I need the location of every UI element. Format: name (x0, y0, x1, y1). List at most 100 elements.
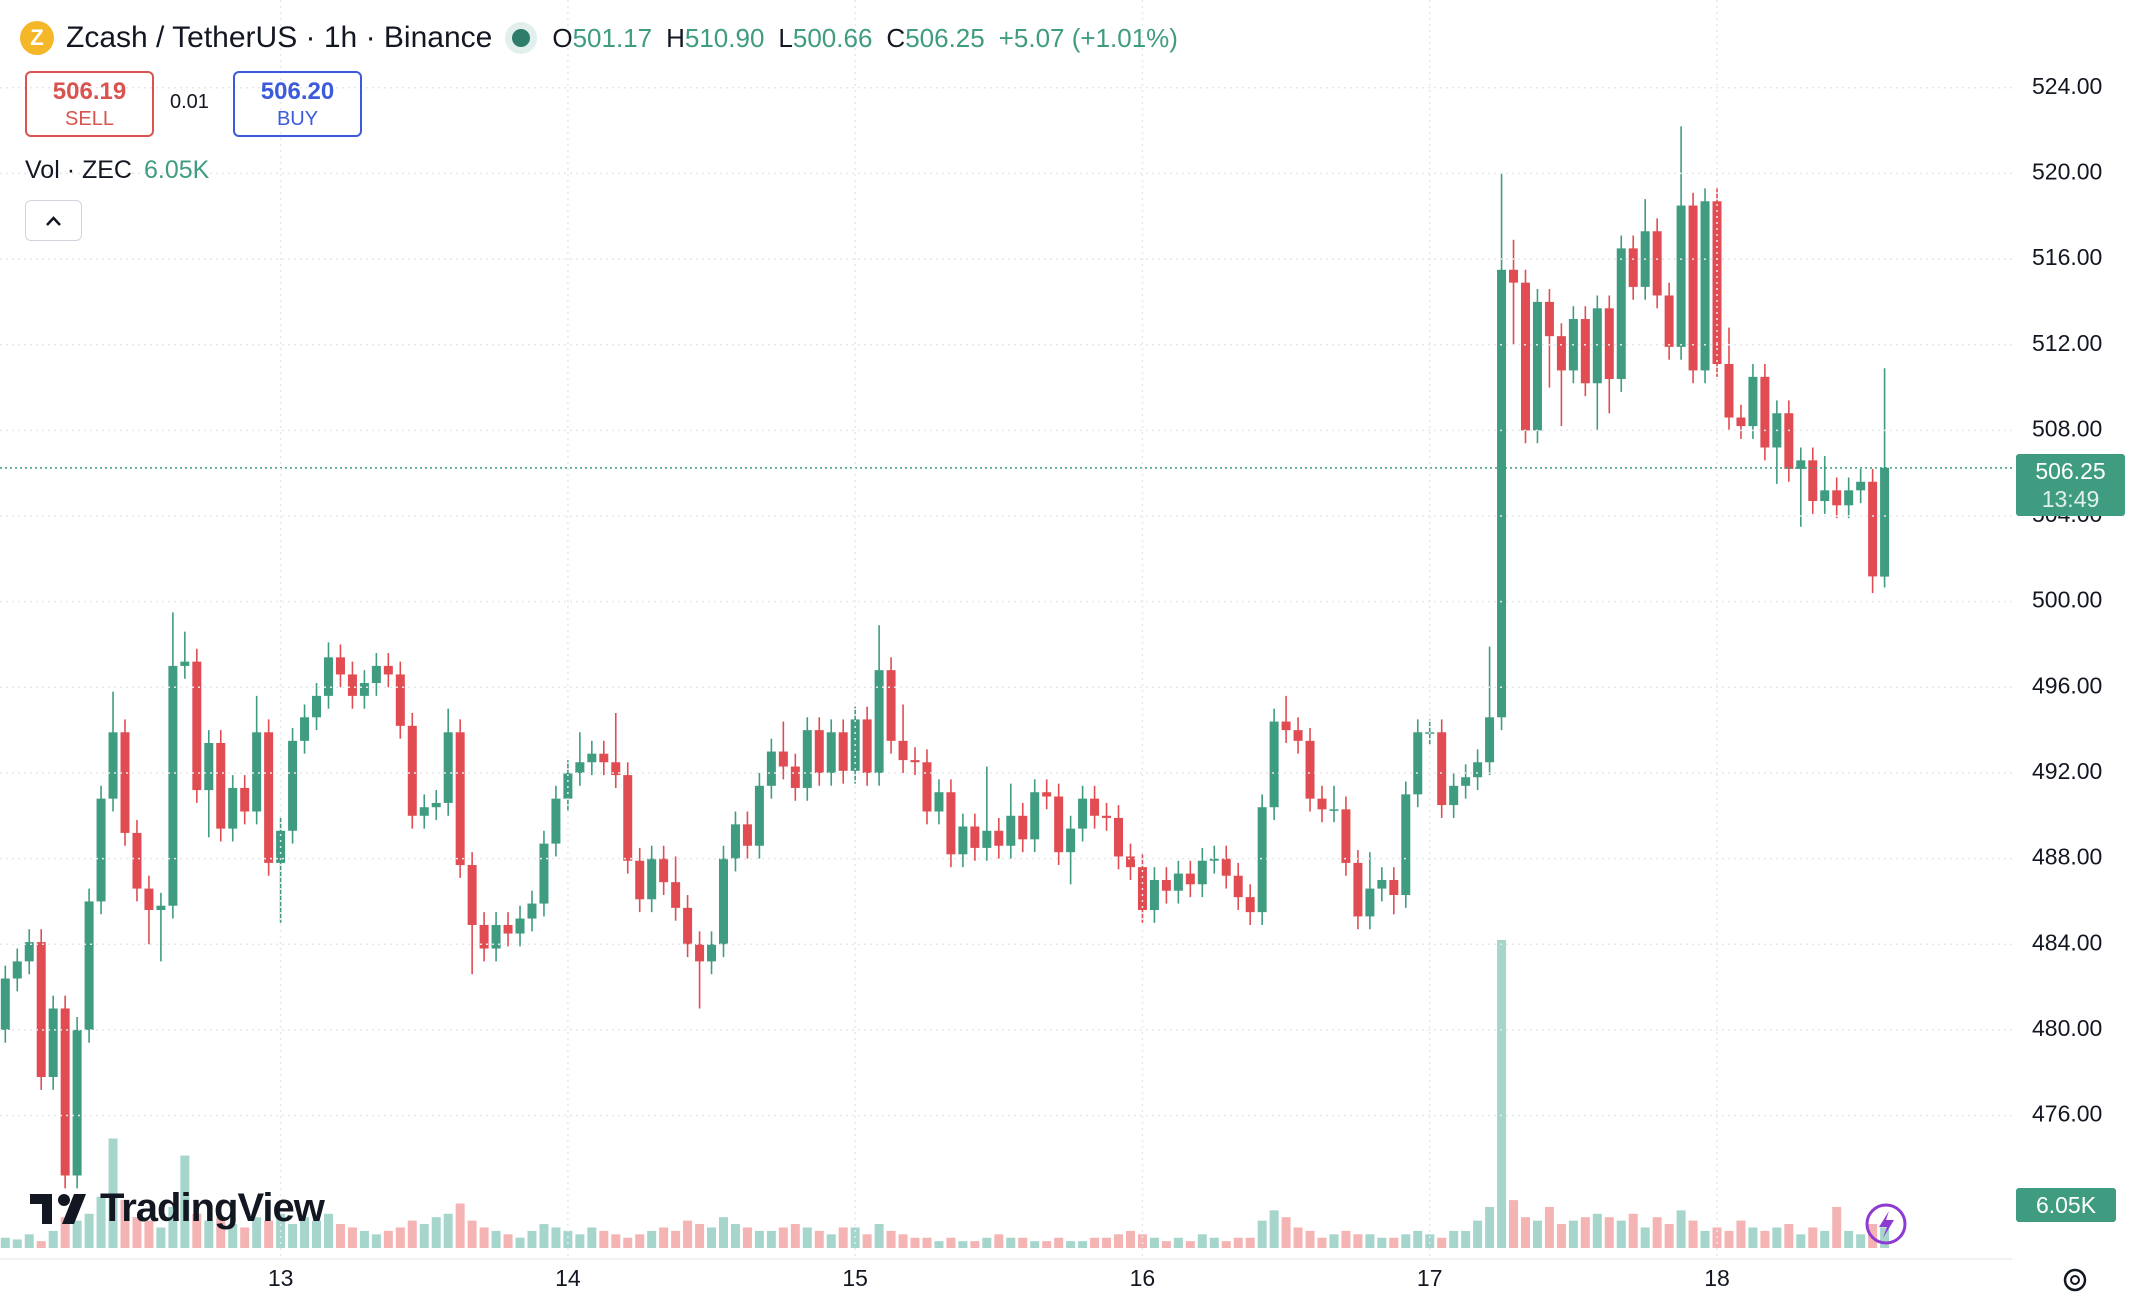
volume-bar (1485, 1206, 1495, 1248)
chevron (46, 216, 61, 226)
volume-bar (1760, 1230, 1770, 1248)
volume-bar (1341, 1230, 1351, 1248)
volume-bar (48, 1230, 58, 1248)
volume-bar (144, 1220, 154, 1248)
volume-bar (359, 1230, 369, 1248)
volume-bar (503, 1234, 513, 1248)
volume-bar (192, 1213, 202, 1248)
volume-bar (312, 1220, 322, 1248)
volume-bar (539, 1224, 549, 1248)
volume-bar (994, 1234, 1004, 1248)
volume-bar (216, 1217, 226, 1248)
volume-bar (958, 1241, 968, 1248)
volume-bar (1317, 1237, 1327, 1248)
volume-bar (1269, 1210, 1279, 1248)
volume-bar (240, 1227, 250, 1248)
volume-bar (443, 1213, 453, 1248)
volume-bar (1365, 1234, 1375, 1248)
volume-bar (36, 1241, 46, 1248)
ohlc-value: 510.90 (684, 22, 765, 53)
volume-bar (288, 1224, 298, 1248)
volume-bar (814, 1230, 824, 1248)
x-tick-label: 18 (1704, 1265, 1730, 1291)
collapse-button[interactable] (25, 200, 82, 241)
sell-button[interactable]: 506.19 SELL (25, 71, 154, 137)
volume-bar (60, 1217, 70, 1248)
ohlc-value: 500.66 (792, 22, 873, 53)
volume-bar (515, 1237, 525, 1248)
volume-bar (982, 1237, 992, 1248)
volume-bar (300, 1217, 310, 1248)
volume-bar (910, 1237, 920, 1248)
volume-bar (1149, 1237, 1159, 1248)
price-tag: 506.25 13:49 (2016, 454, 2125, 516)
volume-bar (766, 1230, 776, 1248)
volume-bar (108, 1138, 118, 1248)
volume-bar (695, 1224, 705, 1248)
volume-bar (1700, 1230, 1710, 1248)
volume-bar (1257, 1220, 1267, 1248)
ohlc-open: O501.17 (552, 23, 652, 54)
volume-bar (1018, 1237, 1028, 1248)
volume-bar (611, 1234, 621, 1248)
volume-bar (874, 1224, 884, 1248)
volume-bar (719, 1217, 728, 1248)
volume-bar (1856, 1234, 1866, 1248)
x-tick-label: 15 (842, 1265, 868, 1291)
x-tick-label: 14 (555, 1265, 581, 1291)
volume-bar (1832, 1206, 1842, 1248)
volume-bar (754, 1230, 764, 1248)
volume-bar (467, 1220, 477, 1248)
volume-bar (970, 1241, 980, 1248)
x-tick-label: 17 (1417, 1265, 1443, 1291)
volume-bar (0, 1237, 10, 1248)
spread: 0.01 (170, 91, 209, 113)
ohlc-low: L500.66 (778, 23, 872, 54)
ohlc-key: H (666, 22, 685, 53)
volume-bar (1425, 1234, 1435, 1248)
lightning-icon (1879, 1211, 1894, 1238)
volume-bar (1245, 1237, 1255, 1248)
volume-bar (1532, 1220, 1542, 1248)
volume-bar (1461, 1230, 1471, 1248)
sell-label: SELL (65, 107, 114, 130)
volume-bar (635, 1234, 645, 1248)
lightning-button[interactable] (1865, 1203, 1907, 1245)
symbol: Zcash / TetherUS · 1h · Binance (66, 21, 493, 54)
settings-button[interactable] (2063, 1268, 2087, 1292)
ohlc-value: 506.25 (905, 22, 985, 53)
volume-bar (826, 1234, 836, 1248)
volume-bar (1580, 1217, 1590, 1248)
volume-bar (1185, 1241, 1195, 1248)
tv-mark (30, 1193, 86, 1224)
chevron-icon (46, 216, 61, 226)
buy-button[interactable]: 506.20 BUY (233, 71, 362, 137)
volume-bar (1796, 1234, 1806, 1248)
volume-bar (264, 1220, 274, 1248)
volume-bar (1808, 1227, 1818, 1248)
settings-icon (2070, 1275, 2080, 1285)
volume-bar (1544, 1206, 1554, 1248)
volume-bar (491, 1230, 501, 1248)
volume-bar (180, 1155, 190, 1248)
volume-bar (395, 1227, 405, 1248)
y-tick-label: 492.00 (2032, 758, 2102, 784)
y-tick-label: 480.00 (2032, 1015, 2102, 1041)
volume-bar (946, 1237, 956, 1248)
volume-bar (1449, 1230, 1459, 1248)
volume-bar (1173, 1237, 1183, 1248)
volume-bar (1568, 1220, 1578, 1248)
volume-bar (1281, 1217, 1291, 1248)
volume-bar (730, 1224, 740, 1248)
volume-bar (1652, 1217, 1662, 1248)
volume-bar (527, 1230, 537, 1248)
volume-bar (1509, 1200, 1519, 1248)
volume-bar (1233, 1237, 1243, 1248)
volume-bar (24, 1234, 34, 1248)
volume-bar (1616, 1220, 1626, 1248)
volume-bar (1820, 1230, 1830, 1248)
volume-bar (1293, 1227, 1303, 1248)
ohlc-value: 501.17 (572, 22, 653, 53)
ohlc-high: H510.90 (666, 23, 764, 54)
status-dot (512, 29, 531, 47)
